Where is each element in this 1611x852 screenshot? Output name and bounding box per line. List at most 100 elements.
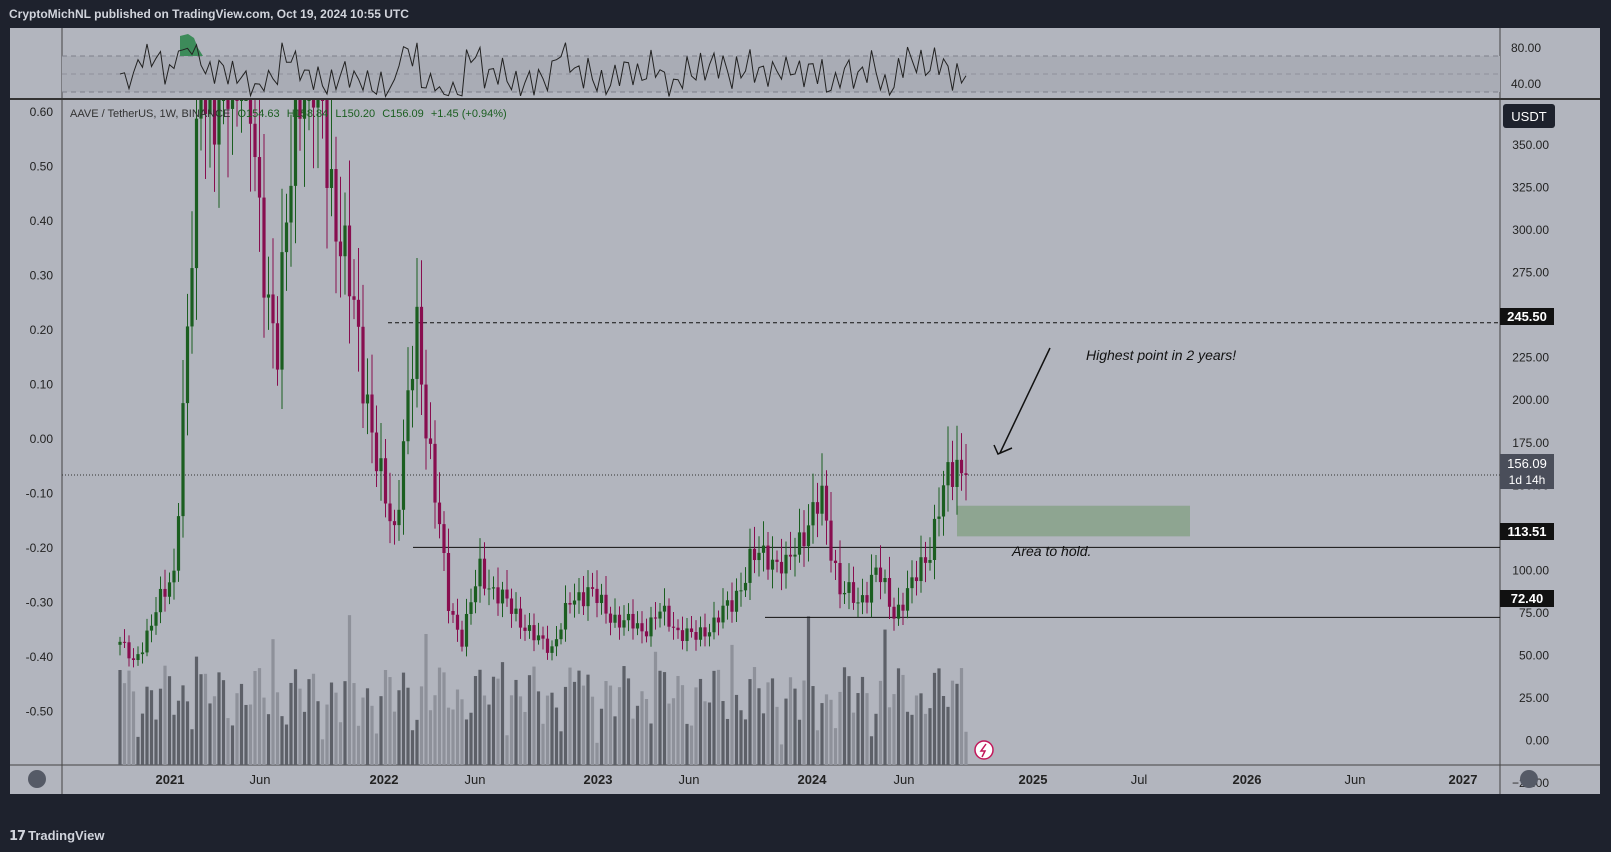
- candle-body: [428, 438, 433, 444]
- legend-change: +1.45 (+0.94%): [431, 108, 507, 120]
- volume-bar: [392, 711, 397, 765]
- main-pane: [10, 100, 1500, 765]
- candle-body: [437, 502, 442, 525]
- volume-bar: [734, 694, 739, 765]
- volume-bar: [127, 670, 131, 765]
- volume-bar: [640, 691, 644, 765]
- volume-bar: [217, 672, 221, 765]
- volume-bar: [680, 685, 685, 765]
- volume-bar: [527, 675, 532, 765]
- volume-bar: [874, 713, 878, 765]
- flash-icon[interactable]: [974, 740, 994, 760]
- candle-body: [415, 306, 419, 379]
- candle-body: [370, 394, 374, 433]
- time-axis-tick: Jun: [894, 772, 915, 787]
- volume-bar: [149, 690, 154, 765]
- left-axis-tick: -0.10: [26, 487, 54, 501]
- candle-body: [757, 552, 761, 561]
- volume-bar: [293, 669, 298, 765]
- candle-body: [194, 118, 199, 269]
- candle-body: [869, 574, 874, 603]
- volume-bar: [437, 667, 442, 765]
- footer-bar: 17 TradingView: [0, 820, 1611, 852]
- volume-bar: [374, 733, 379, 765]
- volume-bar: [905, 711, 910, 765]
- currency-button-bg[interactable]: [1503, 104, 1555, 128]
- volume-bar: [941, 695, 946, 765]
- candle-body: [914, 577, 919, 582]
- rsi-band: [62, 56, 1500, 92]
- candle-body: [361, 326, 365, 404]
- candle-body: [158, 588, 163, 613]
- currency-button[interactable]: USDT: [1511, 109, 1546, 124]
- candle-body: [563, 602, 568, 630]
- volume-bar: [541, 723, 545, 765]
- candle-body: [937, 516, 941, 519]
- volume-bar: [424, 633, 428, 765]
- volume-bar: [257, 668, 262, 765]
- price-label-245: 245.50: [1500, 308, 1554, 325]
- volume-bar: [586, 674, 590, 765]
- volume-bar: [932, 672, 937, 765]
- annotation-arrow-head: [993, 444, 1013, 455]
- left-corner-button[interactable]: [28, 770, 46, 788]
- volume-bar: [631, 718, 635, 765]
- candle-body: [320, 100, 325, 101]
- volume-bar: [577, 670, 581, 765]
- volume-bar: [730, 644, 734, 765]
- volume-bar: [172, 714, 176, 765]
- candle-body: [865, 595, 869, 603]
- volume-bar: [860, 676, 865, 765]
- right-corner-button[interactable]: [1520, 770, 1538, 788]
- candle-body: [874, 567, 878, 575]
- time-axis-tick: 2024: [798, 772, 828, 787]
- candle-body: [568, 602, 572, 605]
- left-axis-tick: -0.40: [26, 650, 54, 664]
- candle-body: [581, 592, 586, 607]
- candle-body: [302, 100, 307, 119]
- candle-body: [505, 589, 509, 599]
- price-label-current: 156.09 1d 14h: [1500, 454, 1554, 489]
- candle-body: [244, 100, 248, 101]
- price-chart[interactable]: AAVE / TetherUS, 1W, BINANCE O154.63 H15…: [0, 28, 1611, 822]
- tradingview-logo[interactable]: 17 TradingView: [9, 828, 105, 844]
- volume-bar: [761, 713, 766, 765]
- candle-body: [730, 600, 734, 612]
- candle-body: [482, 558, 487, 589]
- candle-body: [316, 100, 320, 108]
- volume-bar: [370, 705, 374, 765]
- volume-bar: [685, 723, 689, 765]
- candle-body: [712, 617, 716, 633]
- volume-bar: [824, 694, 829, 765]
- time-axis-tick: Jul: [1131, 772, 1148, 787]
- volume-bar: [635, 705, 640, 765]
- candle-body: [838, 563, 842, 595]
- right-axis-tick: 0.00: [1526, 734, 1550, 748]
- candle-body: [388, 503, 392, 522]
- candle-body: [878, 567, 883, 583]
- legend-symbol: AAVE / TetherUS, 1W, BINANCE: [70, 108, 230, 120]
- candle-body: [847, 582, 851, 593]
- candle-body: [217, 100, 221, 145]
- candle-body: [401, 441, 406, 510]
- volume-bar: [487, 704, 491, 765]
- candlestick-series[interactable]: [118, 100, 968, 668]
- candle-body: [406, 390, 410, 442]
- candle-body: [262, 197, 266, 298]
- candle-body: [901, 604, 905, 611]
- candle-body: [509, 598, 514, 614]
- volume-bar: [689, 725, 694, 765]
- candle-body: [599, 594, 604, 604]
- volume-bar: [482, 695, 487, 765]
- volume-bar: [923, 713, 928, 765]
- candle-body: [955, 459, 959, 487]
- volume-bar: [307, 679, 311, 765]
- volume-bar: [622, 666, 626, 765]
- candle-body: [487, 588, 491, 590]
- volume-bar: [608, 685, 613, 765]
- volume-bar: [334, 692, 338, 765]
- volume-bar: [883, 629, 887, 765]
- candle-body: [802, 532, 806, 547]
- volume-bar: [478, 669, 482, 765]
- candle-body: [446, 553, 451, 611]
